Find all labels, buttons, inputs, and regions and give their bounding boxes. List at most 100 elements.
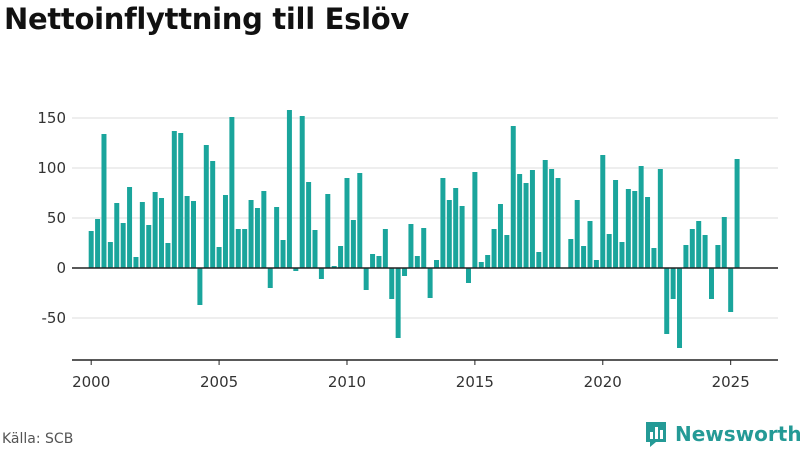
bar <box>574 200 580 268</box>
bar <box>242 229 248 268</box>
bar <box>689 229 695 268</box>
bar <box>159 198 165 268</box>
bar <box>229 117 235 268</box>
bar <box>88 231 94 268</box>
bar <box>446 200 452 268</box>
bar <box>338 246 344 268</box>
bar <box>191 201 196 268</box>
bar <box>165 243 171 268</box>
bar <box>101 134 107 268</box>
bar <box>133 257 139 268</box>
bar <box>517 174 523 268</box>
x-tick-label: 2015 <box>456 373 494 391</box>
bar <box>645 197 651 268</box>
bar <box>529 170 535 268</box>
bar <box>331 266 337 268</box>
bar <box>613 180 619 268</box>
newsworthy-logo-icon <box>646 422 666 447</box>
bar <box>171 131 177 268</box>
bar <box>427 268 433 298</box>
bar <box>465 268 471 283</box>
bar <box>542 160 548 268</box>
bars <box>88 110 740 348</box>
bar <box>459 206 465 268</box>
bar <box>127 187 133 268</box>
bar <box>312 230 318 268</box>
bar <box>657 169 663 268</box>
bar <box>254 208 260 268</box>
y-tick-labels: -50 0 50 100 150 <box>37 109 66 327</box>
bar <box>734 159 740 268</box>
bar <box>222 195 228 268</box>
bar <box>184 196 190 268</box>
bar <box>434 260 440 268</box>
bar <box>318 268 324 279</box>
bar <box>210 161 216 268</box>
bar <box>178 133 184 268</box>
bar <box>625 189 631 268</box>
bar <box>702 235 708 268</box>
bar <box>261 191 267 268</box>
bar <box>280 240 286 268</box>
bar <box>370 254 376 268</box>
bar <box>152 192 158 268</box>
bar <box>389 268 395 299</box>
bar <box>267 268 273 288</box>
brand-logo-block: Newsworthy <box>644 420 800 448</box>
x-tick-label: 2025 <box>712 373 750 391</box>
bar <box>376 256 382 268</box>
bar <box>453 188 459 268</box>
bar <box>382 229 388 268</box>
bar <box>95 219 101 268</box>
bar <box>248 200 254 268</box>
bar <box>114 203 120 268</box>
y-tick-label: 50 <box>47 209 66 227</box>
source-note: Källa: SCB <box>2 431 74 447</box>
bar <box>402 268 408 276</box>
y-tick-label: 100 <box>37 159 66 177</box>
bar <box>293 268 299 271</box>
brand-name: Newsworthy <box>675 422 800 446</box>
x-tick-labels: 2000 2005 2010 2015 2020 2025 <box>72 360 750 391</box>
bar <box>504 235 510 268</box>
bar <box>728 268 734 312</box>
bar <box>696 221 702 268</box>
bar <box>638 166 644 268</box>
bar <box>721 217 727 268</box>
x-tick-label: 2010 <box>328 373 366 391</box>
bar <box>581 246 587 268</box>
bar <box>139 202 145 268</box>
bar <box>472 172 478 268</box>
bar <box>216 247 222 268</box>
bar <box>606 234 612 268</box>
bar <box>549 169 555 268</box>
grid-lines <box>72 117 778 319</box>
y-tick-label: -50 <box>42 309 67 327</box>
bar <box>670 268 676 299</box>
bar <box>587 221 593 268</box>
x-tick-label: 2005 <box>200 373 238 391</box>
bar <box>421 228 427 268</box>
bar <box>664 268 670 334</box>
bar <box>197 268 203 305</box>
bar <box>357 173 363 268</box>
bar <box>363 268 369 290</box>
bar <box>120 223 126 268</box>
bar <box>395 268 401 338</box>
bar <box>593 260 599 268</box>
bar <box>408 224 414 268</box>
bar <box>709 268 714 299</box>
bar <box>235 229 241 268</box>
bar <box>478 262 484 268</box>
bar <box>325 194 331 268</box>
bar <box>677 268 683 348</box>
bar <box>203 145 209 268</box>
bar <box>683 245 689 268</box>
bar <box>286 110 292 268</box>
bar <box>536 252 542 268</box>
bar <box>350 220 356 268</box>
bar <box>485 255 491 268</box>
y-tick-label: 0 <box>56 259 66 277</box>
bar <box>299 116 305 268</box>
bar <box>274 207 280 268</box>
